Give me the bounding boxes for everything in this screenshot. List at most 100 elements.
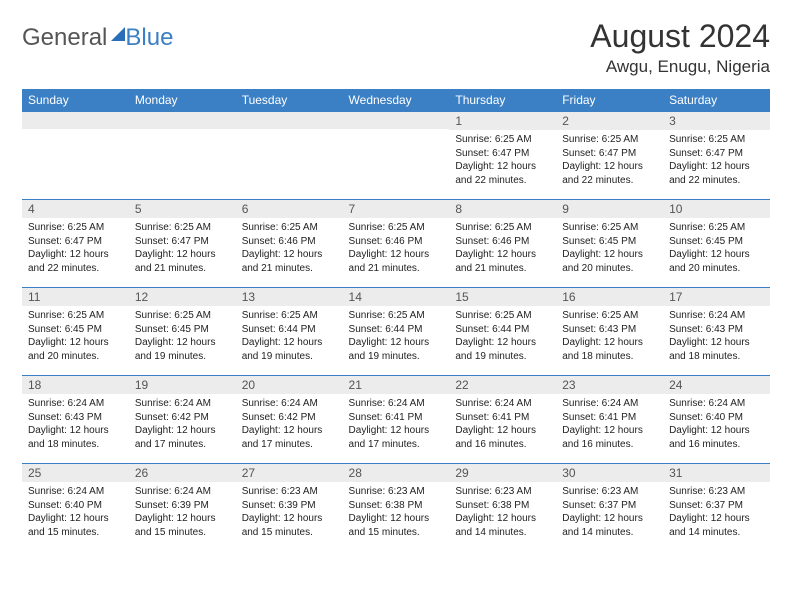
calendar-cell: 7Sunrise: 6:25 AMSunset: 6:46 PMDaylight… bbox=[343, 200, 450, 288]
calendar-cell: 8Sunrise: 6:25 AMSunset: 6:46 PMDaylight… bbox=[449, 200, 556, 288]
calendar-cell bbox=[343, 112, 450, 200]
daylight-line: Daylight: 12 hours and 18 minutes. bbox=[28, 425, 109, 450]
day-number: 23 bbox=[556, 376, 663, 394]
daylight-line: Daylight: 12 hours and 14 minutes. bbox=[562, 513, 643, 538]
day-details: Sunrise: 6:25 AMSunset: 6:47 PMDaylight:… bbox=[449, 130, 556, 191]
day-details: Sunrise: 6:25 AMSunset: 6:46 PMDaylight:… bbox=[236, 218, 343, 279]
day-details: Sunrise: 6:24 AMSunset: 6:42 PMDaylight:… bbox=[129, 394, 236, 455]
daylight-line: Daylight: 12 hours and 18 minutes. bbox=[562, 337, 643, 362]
day-number: 20 bbox=[236, 376, 343, 394]
sunset-line: Sunset: 6:47 PM bbox=[28, 236, 102, 247]
day-of-week-header: Tuesday bbox=[236, 89, 343, 112]
sunset-line: Sunset: 6:46 PM bbox=[242, 236, 316, 247]
sunset-line: Sunset: 6:47 PM bbox=[135, 236, 209, 247]
calendar-head: SundayMondayTuesdayWednesdayThursdayFrid… bbox=[22, 89, 770, 112]
day-number: 6 bbox=[236, 200, 343, 218]
sunset-line: Sunset: 6:40 PM bbox=[669, 412, 743, 423]
sunrise-line: Sunrise: 6:23 AM bbox=[669, 486, 745, 497]
daylight-line: Daylight: 12 hours and 19 minutes. bbox=[455, 337, 536, 362]
day-number: 31 bbox=[663, 464, 770, 482]
daylight-line: Daylight: 12 hours and 20 minutes. bbox=[562, 249, 643, 274]
day-of-week-header: Sunday bbox=[22, 89, 129, 112]
day-details: Sunrise: 6:25 AMSunset: 6:47 PMDaylight:… bbox=[663, 130, 770, 191]
calendar-cell: 28Sunrise: 6:23 AMSunset: 6:38 PMDayligh… bbox=[343, 464, 450, 552]
day-number: 29 bbox=[449, 464, 556, 482]
day-number-empty bbox=[22, 112, 129, 129]
calendar-cell: 31Sunrise: 6:23 AMSunset: 6:37 PMDayligh… bbox=[663, 464, 770, 552]
daylight-line: Daylight: 12 hours and 21 minutes. bbox=[349, 249, 430, 274]
day-details: Sunrise: 6:24 AMSunset: 6:41 PMDaylight:… bbox=[556, 394, 663, 455]
sunrise-line: Sunrise: 6:25 AM bbox=[669, 222, 745, 233]
sunset-line: Sunset: 6:43 PM bbox=[669, 324, 743, 335]
day-number: 27 bbox=[236, 464, 343, 482]
sunset-line: Sunset: 6:39 PM bbox=[242, 500, 316, 511]
sunrise-line: Sunrise: 6:25 AM bbox=[242, 310, 318, 321]
day-number: 18 bbox=[22, 376, 129, 394]
logo-text-1: General bbox=[22, 24, 107, 52]
daylight-line: Daylight: 12 hours and 20 minutes. bbox=[28, 337, 109, 362]
sunset-line: Sunset: 6:42 PM bbox=[242, 412, 316, 423]
sunset-line: Sunset: 6:44 PM bbox=[455, 324, 529, 335]
day-of-week-row: SundayMondayTuesdayWednesdayThursdayFrid… bbox=[22, 89, 770, 112]
logo: General Blue bbox=[22, 18, 173, 52]
day-number: 9 bbox=[556, 200, 663, 218]
calendar-cell: 2Sunrise: 6:25 AMSunset: 6:47 PMDaylight… bbox=[556, 112, 663, 200]
day-of-week-header: Wednesday bbox=[343, 89, 450, 112]
sunrise-line: Sunrise: 6:24 AM bbox=[135, 398, 211, 409]
sunrise-line: Sunrise: 6:24 AM bbox=[669, 398, 745, 409]
sunset-line: Sunset: 6:46 PM bbox=[455, 236, 529, 247]
calendar-cell: 6Sunrise: 6:25 AMSunset: 6:46 PMDaylight… bbox=[236, 200, 343, 288]
day-number: 11 bbox=[22, 288, 129, 306]
day-details: Sunrise: 6:25 AMSunset: 6:45 PMDaylight:… bbox=[556, 218, 663, 279]
day-details: Sunrise: 6:24 AMSunset: 6:43 PMDaylight:… bbox=[663, 306, 770, 367]
sunrise-line: Sunrise: 6:25 AM bbox=[135, 310, 211, 321]
calendar-cell: 15Sunrise: 6:25 AMSunset: 6:44 PMDayligh… bbox=[449, 288, 556, 376]
calendar-cell: 29Sunrise: 6:23 AMSunset: 6:38 PMDayligh… bbox=[449, 464, 556, 552]
day-number: 19 bbox=[129, 376, 236, 394]
daylight-line: Daylight: 12 hours and 15 minutes. bbox=[135, 513, 216, 538]
calendar-cell: 12Sunrise: 6:25 AMSunset: 6:45 PMDayligh… bbox=[129, 288, 236, 376]
calendar-cell: 3Sunrise: 6:25 AMSunset: 6:47 PMDaylight… bbox=[663, 112, 770, 200]
calendar-cell bbox=[129, 112, 236, 200]
calendar-cell: 1Sunrise: 6:25 AMSunset: 6:47 PMDaylight… bbox=[449, 112, 556, 200]
daylight-line: Daylight: 12 hours and 16 minutes. bbox=[562, 425, 643, 450]
daylight-line: Daylight: 12 hours and 20 minutes. bbox=[669, 249, 750, 274]
day-details: Sunrise: 6:25 AMSunset: 6:47 PMDaylight:… bbox=[22, 218, 129, 279]
sunset-line: Sunset: 6:41 PM bbox=[455, 412, 529, 423]
sunset-line: Sunset: 6:37 PM bbox=[669, 500, 743, 511]
day-details: Sunrise: 6:24 AMSunset: 6:41 PMDaylight:… bbox=[449, 394, 556, 455]
sunrise-line: Sunrise: 6:25 AM bbox=[242, 222, 318, 233]
daylight-line: Daylight: 12 hours and 15 minutes. bbox=[242, 513, 323, 538]
daylight-line: Daylight: 12 hours and 14 minutes. bbox=[455, 513, 536, 538]
sunrise-line: Sunrise: 6:25 AM bbox=[455, 222, 531, 233]
sunset-line: Sunset: 6:41 PM bbox=[349, 412, 423, 423]
sunset-line: Sunset: 6:43 PM bbox=[562, 324, 636, 335]
calendar-body: 1Sunrise: 6:25 AMSunset: 6:47 PMDaylight… bbox=[22, 112, 770, 552]
calendar-cell bbox=[236, 112, 343, 200]
daylight-line: Daylight: 12 hours and 16 minutes. bbox=[669, 425, 750, 450]
day-details: Sunrise: 6:25 AMSunset: 6:47 PMDaylight:… bbox=[129, 218, 236, 279]
sunrise-line: Sunrise: 6:24 AM bbox=[28, 398, 104, 409]
sunset-line: Sunset: 6:47 PM bbox=[455, 148, 529, 159]
daylight-line: Daylight: 12 hours and 22 minutes. bbox=[28, 249, 109, 274]
day-of-week-header: Friday bbox=[556, 89, 663, 112]
day-details: Sunrise: 6:24 AMSunset: 6:39 PMDaylight:… bbox=[129, 482, 236, 543]
day-number: 16 bbox=[556, 288, 663, 306]
sunset-line: Sunset: 6:37 PM bbox=[562, 500, 636, 511]
daylight-line: Daylight: 12 hours and 18 minutes. bbox=[669, 337, 750, 362]
day-number: 5 bbox=[129, 200, 236, 218]
sunrise-line: Sunrise: 6:24 AM bbox=[135, 486, 211, 497]
calendar-cell: 27Sunrise: 6:23 AMSunset: 6:39 PMDayligh… bbox=[236, 464, 343, 552]
sunset-line: Sunset: 6:40 PM bbox=[28, 500, 102, 511]
day-number: 30 bbox=[556, 464, 663, 482]
calendar-cell: 5Sunrise: 6:25 AMSunset: 6:47 PMDaylight… bbox=[129, 200, 236, 288]
daylight-line: Daylight: 12 hours and 19 minutes. bbox=[242, 337, 323, 362]
sunrise-line: Sunrise: 6:25 AM bbox=[562, 222, 638, 233]
day-number: 3 bbox=[663, 112, 770, 130]
calendar-cell: 21Sunrise: 6:24 AMSunset: 6:41 PMDayligh… bbox=[343, 376, 450, 464]
sunset-line: Sunset: 6:45 PM bbox=[669, 236, 743, 247]
calendar-cell: 25Sunrise: 6:24 AMSunset: 6:40 PMDayligh… bbox=[22, 464, 129, 552]
calendar-cell: 23Sunrise: 6:24 AMSunset: 6:41 PMDayligh… bbox=[556, 376, 663, 464]
day-details: Sunrise: 6:23 AMSunset: 6:38 PMDaylight:… bbox=[449, 482, 556, 543]
day-details: Sunrise: 6:25 AMSunset: 6:44 PMDaylight:… bbox=[449, 306, 556, 367]
